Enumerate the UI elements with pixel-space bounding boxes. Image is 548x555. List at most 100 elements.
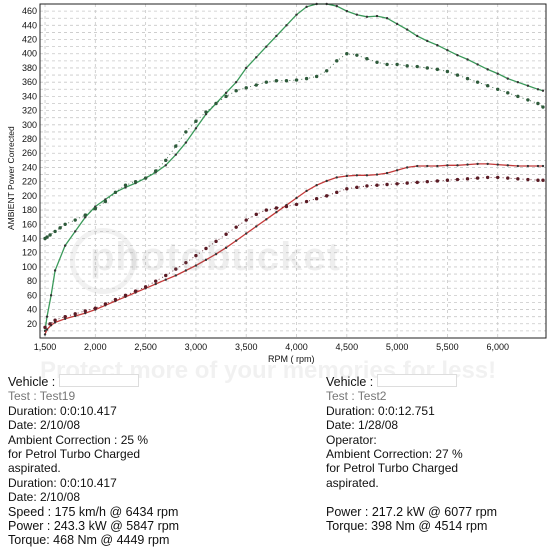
data-point	[536, 178, 540, 182]
left-torque: Torque: 468 Nm @ 4449 rpm	[8, 533, 170, 548]
data-point	[355, 53, 359, 57]
x-tick-label: 5,000	[386, 342, 409, 352]
data-point	[45, 235, 49, 239]
y-tick-label: 460	[22, 6, 37, 16]
data-point	[335, 176, 338, 179]
data-point	[214, 101, 218, 106]
left-date-1: Date: 2/10/08	[8, 418, 81, 433]
data-point	[536, 101, 540, 106]
data-point	[335, 4, 338, 8]
data-point	[265, 218, 268, 221]
data-point	[355, 13, 359, 16]
data-point	[265, 45, 268, 48]
y-tick-label: 220	[22, 177, 37, 187]
data-point	[284, 204, 289, 209]
right-torque: Torque: 398 Nm @ 4514 rpm	[326, 519, 488, 534]
data-point	[466, 58, 469, 61]
data-point	[244, 86, 248, 90]
data-point	[426, 39, 429, 43]
data-point	[355, 185, 359, 190]
data-point	[53, 269, 57, 272]
left-ambient-3: aspirated.	[8, 461, 61, 476]
right-ambient: Ambient Correction: 27 %	[326, 447, 463, 462]
data-point	[184, 130, 188, 134]
y-tick-label: 400	[22, 49, 37, 59]
data-point	[295, 196, 298, 200]
data-point	[255, 56, 258, 59]
y-tick-label: 440	[22, 20, 37, 30]
data-point	[174, 274, 178, 277]
data-point	[164, 273, 168, 278]
data-point	[103, 302, 108, 306]
data-point	[274, 206, 279, 210]
data-point	[245, 66, 248, 70]
data-point	[224, 94, 228, 99]
data-point	[284, 79, 289, 83]
y-tick-label: 340	[22, 91, 37, 101]
data-point	[455, 73, 460, 77]
data-point	[496, 87, 500, 91]
dyno-chart: 1,500 2,000 2,500 3,000 3,500 4,000 4,500 5,000…	[6, 2, 547, 364]
data-point	[63, 314, 67, 319]
data-point	[516, 80, 520, 84]
data-point	[274, 79, 279, 83]
data-point	[234, 88, 238, 93]
data-point	[314, 74, 319, 79]
data-point	[466, 163, 469, 166]
data-point	[496, 175, 500, 180]
data-point	[254, 83, 258, 87]
data-point	[184, 141, 188, 144]
x-tick-label: 5,500	[436, 342, 459, 352]
x-tick-label: 4,000	[285, 342, 308, 352]
data-point	[294, 202, 299, 207]
data-point	[48, 322, 52, 326]
data-point	[415, 180, 419, 185]
right-test: Test : Test2	[326, 389, 387, 404]
redacted-box	[376, 374, 457, 387]
data-point	[234, 239, 238, 242]
data-point	[264, 208, 269, 212]
data-point	[485, 84, 490, 88]
x-tick-label: 3,000	[185, 342, 208, 352]
data-point	[446, 48, 449, 52]
data-point	[405, 181, 409, 185]
right-ambient-2: for Petrol Turbo Charged	[326, 461, 459, 476]
data-point	[385, 17, 389, 20]
right-vehicle: Vehicle :	[326, 375, 374, 389]
data-point	[426, 164, 429, 168]
data-point	[73, 218, 77, 222]
data-point	[143, 176, 148, 180]
data-point	[43, 325, 47, 330]
data-point	[541, 178, 545, 182]
data-point	[526, 98, 530, 102]
data-point	[536, 164, 540, 168]
data-point	[123, 293, 128, 298]
data-point	[375, 173, 379, 176]
data-point	[133, 289, 138, 293]
data-point	[93, 206, 98, 211]
right-date: Date: 1/28/08	[326, 418, 399, 433]
data-point	[174, 153, 178, 156]
data-point	[45, 328, 49, 331]
data-point	[541, 89, 545, 92]
data-point	[324, 69, 329, 73]
x-tick-label: 6,000	[486, 342, 509, 352]
data-point	[385, 171, 389, 175]
data-point	[214, 239, 218, 244]
y-tick-label: 300	[22, 120, 37, 130]
data-point	[204, 258, 208, 262]
data-point	[375, 183, 379, 187]
data-point	[436, 164, 439, 168]
data-point	[496, 163, 499, 166]
data-point	[335, 190, 339, 195]
data-point	[506, 91, 510, 95]
data-point	[365, 15, 369, 18]
data-point	[143, 285, 148, 289]
data-point	[224, 91, 228, 95]
right-operator: Operator:	[326, 432, 377, 447]
data-point	[425, 66, 429, 70]
data-point	[314, 197, 319, 201]
x-tick-label: 2,500	[134, 342, 157, 352]
data-point	[305, 189, 308, 193]
right-duration: Duration: 0:0:12.751	[326, 403, 435, 418]
